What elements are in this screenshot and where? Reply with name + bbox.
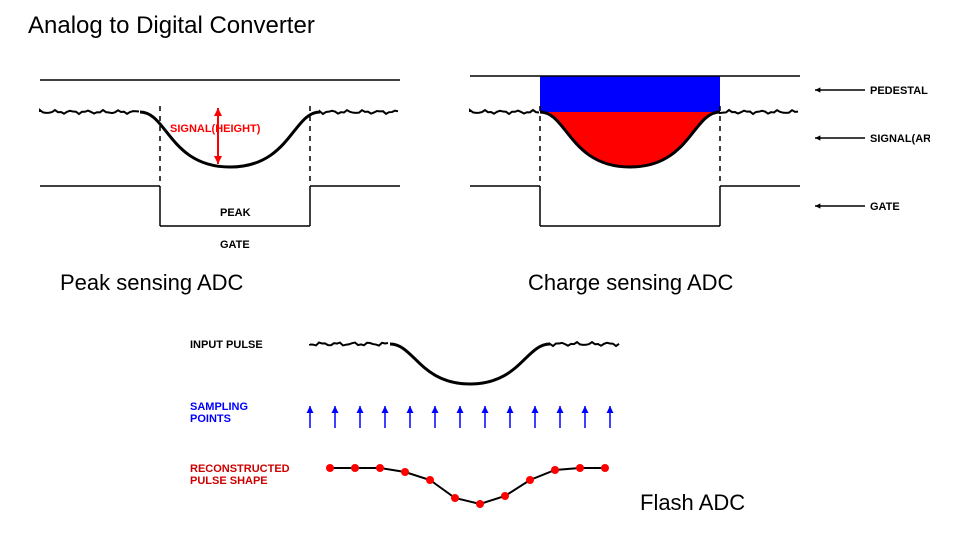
charge-caption: Charge sensing ADC bbox=[528, 270, 733, 296]
svg-text:PEAK: PEAK bbox=[220, 207, 251, 219]
svg-text:INPUT PULSE: INPUT PULSE bbox=[190, 339, 263, 351]
svg-text:PEDESTAL: PEDESTAL bbox=[870, 85, 928, 97]
svg-text:SAMPLING: SAMPLING bbox=[190, 401, 248, 413]
peak-sensing-diagram: SIGNAL(HEIGHT) PEAK GATE bbox=[30, 66, 410, 266]
flash-caption: Flash ADC bbox=[640, 490, 745, 516]
svg-text:GATE: GATE bbox=[870, 201, 900, 213]
svg-text:RECONSTRUCTED: RECONSTRUCTED bbox=[190, 463, 290, 475]
svg-text:POINTS: POINTS bbox=[190, 413, 231, 425]
svg-text:SIGNAL(AREA): SIGNAL(AREA) bbox=[870, 133, 930, 145]
peak-caption: Peak sensing ADC bbox=[60, 270, 243, 296]
page-title: Analog to Digital Converter bbox=[28, 12, 315, 40]
svg-text:GATE: GATE bbox=[220, 239, 250, 251]
charge-sensing-diagram: PEDESTAL SIGNAL(AREA) GATE bbox=[460, 66, 930, 266]
svg-text:SIGNAL(HEIGHT): SIGNAL(HEIGHT) bbox=[170, 123, 261, 135]
flash-adc-diagram: INPUT PULSE SAMPLINGPOINTS RECONSTRUCTEDPU… bbox=[190, 320, 640, 520]
svg-text:PULSE SHAPE: PULSE SHAPE bbox=[190, 475, 268, 487]
